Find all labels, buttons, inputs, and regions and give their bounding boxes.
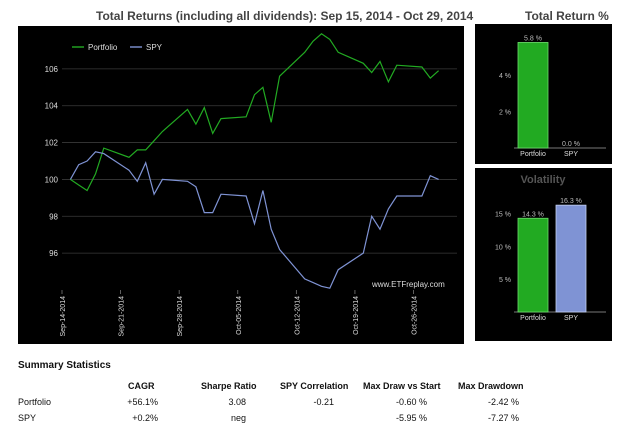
spy-line: [69, 151, 439, 289]
stats-header-sharpe: Sharpe Ratio: [201, 381, 257, 391]
volatility-value-label: 16.3 %: [560, 198, 582, 205]
volatility-bar-spy: [555, 204, 587, 313]
x-tick-label: Oct-19-2014: [353, 296, 360, 335]
x-tick-label: Oct-05-2014: [236, 296, 243, 335]
stats-header-correlation: SPY Correlation: [280, 381, 349, 391]
total-return-category-label: Portfolio: [520, 151, 546, 158]
stats-cell-cagr: +0.2%: [132, 413, 158, 423]
y-tick-label: 102: [45, 139, 59, 148]
stats-row-label: Portfolio: [18, 397, 52, 407]
volatility-y-tick-label: 15 %: [495, 212, 511, 219]
volatility-category-label: Portfolio: [520, 315, 546, 322]
stats-cell-sharpe: neg: [230, 413, 246, 423]
x-tick-label: Sep-21-2014: [119, 296, 126, 337]
total-return-value-label: 0.0 %: [562, 141, 580, 148]
stats-header-max-drawdown: Max Drawdown: [458, 381, 524, 391]
stats-cell-max-draw-start: -0.60 %: [395, 397, 427, 407]
watermark: www.ETFreplay.com: [371, 280, 445, 289]
main-chart-title: Total Returns (including all dividends):…: [96, 9, 474, 23]
stats-cell-correlation: -0.21: [313, 397, 334, 407]
stats-cell-sharpe: 3.08: [228, 397, 246, 407]
stats-cell-max-drawdown: -7.27 %: [487, 413, 519, 423]
y-tick-label: 98: [49, 212, 58, 221]
total-return-bar-portfolio: [517, 42, 549, 149]
stats-header-row: CAGR Sharpe Ratio SPY Correlation Max Dr…: [18, 381, 628, 397]
stats-row: SPY +0.2% neg -5.95 % -7.27 %: [18, 413, 628, 429]
stats-header-cagr: CAGR: [128, 381, 155, 391]
volatility-category-label: SPY: [564, 315, 578, 322]
summary-statistics-title: Summary Statistics: [18, 360, 111, 371]
x-tick-label: Sep-28-2014: [177, 296, 184, 337]
x-tick-label: Sep-14-2014: [60, 296, 67, 337]
main-chart-xticks: Sep-14-2014 Sep-21-2014 Sep-28-2014 Oct-05-…: [60, 290, 419, 336]
summary-statistics: Summary Statistics CAGR Sharpe Ratio SPY…: [18, 360, 628, 429]
stats-cell-cagr: +56.1%: [127, 397, 158, 407]
y-tick-label: 104: [45, 102, 59, 111]
total-return-chart: 2 % 4 % 5.8 % Portfolio 0.0 % SPY: [499, 35, 606, 158]
main-chart-grid: [62, 68, 457, 254]
x-tick-label: Oct-26-2014: [412, 296, 419, 335]
total-return-category-label: SPY: [564, 151, 578, 158]
x-tick-label: Oct-12-2014: [294, 296, 301, 335]
legend-portfolio-label: Portfolio: [88, 43, 118, 52]
stats-cell-max-draw-start: -5.95 %: [395, 413, 427, 423]
volatility-title: Volatility: [520, 174, 566, 186]
stats-cell-max-drawdown: -2.42 %: [487, 397, 519, 407]
y-tick-label: 106: [45, 65, 59, 74]
stats-header-max-draw-start: Max Draw vs Start: [363, 381, 441, 391]
total-return-title: Total Return %: [525, 9, 609, 23]
main-chart-legend: Portfolio SPY: [72, 43, 163, 52]
total-return-y-tick-label: 2 %: [499, 110, 511, 117]
legend-spy-label: SPY: [146, 43, 163, 52]
y-tick-label: 100: [45, 175, 59, 184]
y-tick-label: 96: [49, 249, 58, 258]
stats-row: Portfolio +56.1% 3.08 -0.21 -0.60 % -2.4…: [18, 397, 628, 413]
total-return-y-tick-label: 4 %: [499, 73, 511, 80]
stats-row-label: SPY: [18, 413, 37, 423]
main-chart-yticks: 96 98 100 102 104 106: [45, 65, 59, 258]
volatility-chart: 5 % 10 % 15 % 14.3 % Portfolio 16.3 % SPY: [495, 198, 606, 322]
volatility-y-tick-label: 10 %: [495, 244, 511, 251]
portfolio-line: [70, 33, 439, 192]
volatility-bar-portfolio: [517, 217, 549, 313]
main-chart-lines: [69, 33, 439, 289]
total-return-value-label: 5.8 %: [524, 35, 542, 42]
volatility-y-tick-label: 5 %: [499, 277, 511, 284]
volatility-value-label: 14.3 %: [522, 211, 544, 218]
